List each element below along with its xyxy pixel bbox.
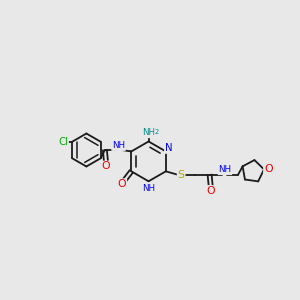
Text: S: S	[178, 170, 185, 180]
Text: O: O	[118, 179, 126, 189]
Text: 2: 2	[155, 129, 159, 135]
Text: NH: NH	[142, 184, 155, 193]
Text: NH: NH	[112, 141, 125, 150]
Text: O: O	[206, 186, 215, 196]
Text: O: O	[264, 164, 273, 174]
Text: O: O	[102, 161, 110, 172]
Text: N: N	[165, 143, 172, 153]
Text: Cl: Cl	[58, 137, 68, 147]
Text: NH: NH	[142, 128, 155, 137]
Text: NH: NH	[218, 165, 232, 174]
